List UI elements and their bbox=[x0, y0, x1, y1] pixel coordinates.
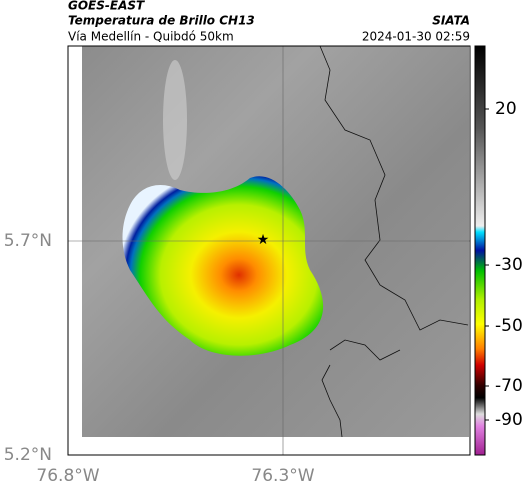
agency: GOES-EAST bbox=[68, 0, 145, 13]
lon-label: 76.3°W bbox=[251, 466, 314, 486]
lat-label: 5.7°N bbox=[4, 231, 52, 251]
colorbar-gradient bbox=[474, 45, 486, 456]
border bbox=[319, 45, 469, 331]
map-area: ★ bbox=[67, 45, 471, 456]
colorbar-label: 20 bbox=[495, 99, 517, 119]
map-frame bbox=[67, 45, 471, 456]
subtitle: Vía Medellín - Quibdó 50km bbox=[68, 30, 234, 44]
colorbar-label: -90 bbox=[495, 410, 523, 430]
location-star: ★ bbox=[257, 232, 270, 248]
colorbar-label: -50 bbox=[495, 316, 523, 336]
datetime: 2024-01-30 02:59 bbox=[362, 30, 470, 44]
border bbox=[321, 364, 343, 438]
colorbar-label: -30 bbox=[495, 255, 523, 275]
source: SIATA bbox=[432, 14, 470, 28]
border bbox=[329, 339, 401, 361]
cloud bbox=[163, 60, 187, 180]
colorbar-label: -70 bbox=[495, 376, 523, 396]
lon-label: 76.8°W bbox=[36, 466, 99, 486]
title: Temperatura de Brillo CH13 bbox=[68, 14, 255, 28]
lat-label: 5.2°N bbox=[4, 445, 52, 465]
colorbar bbox=[474, 45, 486, 456]
storm-cloud bbox=[122, 176, 324, 356]
